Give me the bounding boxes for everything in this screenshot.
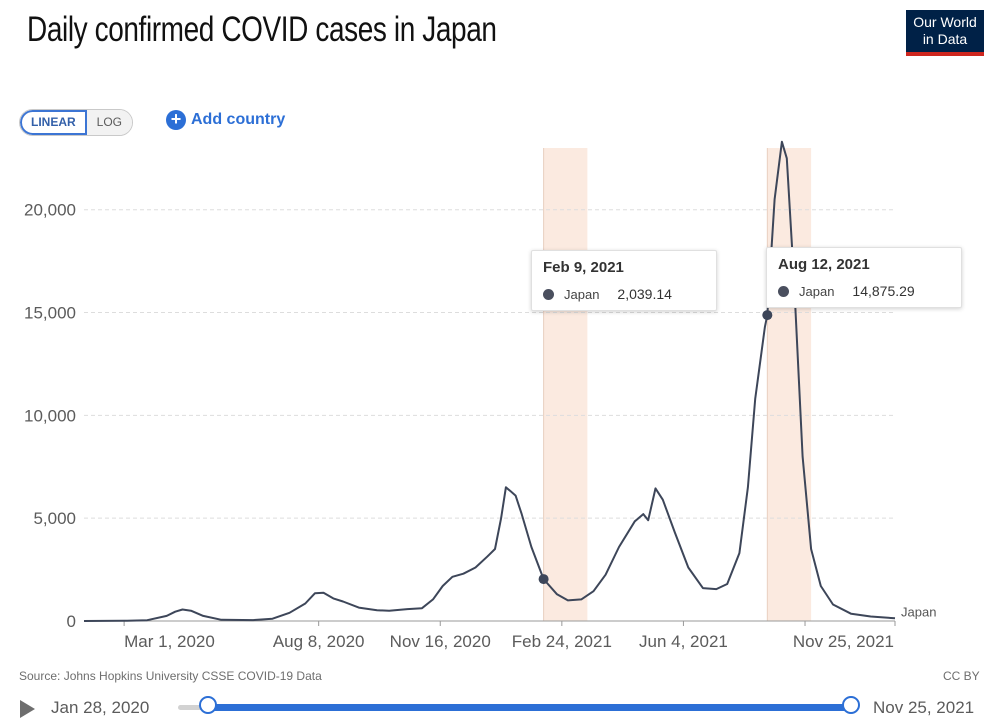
x-tick-label: Aug 8, 2020 (273, 632, 365, 651)
tooltip-series: Japan (799, 283, 835, 299)
x-tick-label: Nov 25, 2021 (793, 632, 894, 651)
add-country-button[interactable]: + Add country (166, 110, 285, 130)
tooltip-feb-9: Feb 9, 2021 Japan 2,039.14 (531, 250, 717, 311)
log-scale-button[interactable]: LOG (86, 110, 133, 135)
license-label[interactable]: CC BY (943, 669, 980, 683)
x-tick-label: Mar 1, 2020 (124, 632, 215, 651)
source-note[interactable]: Source: Johns Hopkins University CSSE CO… (19, 669, 322, 683)
timeline-end-handle[interactable] (842, 696, 860, 714)
add-country-label: Add country (191, 111, 286, 128)
timeline-selected-range[interactable] (208, 704, 851, 711)
timeline: Jan 28, 2020 Nov 25, 2021 (0, 690, 1000, 727)
plus-icon: + (166, 110, 186, 130)
logo-line-2: in Data (922, 31, 968, 47)
timeline-end-label: Nov 25, 2021 (873, 698, 975, 717)
hover-point-1 (762, 310, 773, 321)
series-dot-icon (778, 285, 789, 297)
line-chart[interactable]: 0 5,000 10,000 15,000 20,000 Mar 1, 2020 Aug 8… (0, 0, 1000, 665)
series-end-label: Japan (901, 604, 936, 619)
tooltip-date: Aug 12, 2021 (778, 256, 870, 273)
tooltip-date: Feb 9, 2021 (543, 259, 624, 276)
y-tick-label: 20,000 (24, 201, 76, 220)
x-tick-label: Jun 4, 2021 (639, 632, 728, 651)
hover-point-0 (538, 574, 549, 585)
scale-toggle: LINEAR LOG (19, 109, 134, 136)
owid-logo[interactable]: Our World in Data (906, 10, 984, 56)
highlight-band-1 (767, 148, 812, 621)
highlight-band-0 (543, 148, 588, 621)
play-icon[interactable] (20, 700, 35, 718)
timeline-start-label: Jan 28, 2020 (51, 698, 150, 717)
y-tick-label: 10,000 (24, 406, 76, 425)
tooltip-value: 14,875.29 (852, 283, 915, 299)
y-tick-label: 0 (67, 612, 76, 631)
series-dot-icon (543, 288, 554, 300)
tooltip-aug-12: Aug 12, 2021 Japan 14,875.29 (766, 247, 962, 308)
tooltip-series: Japan (564, 286, 600, 302)
timeline-start-handle[interactable] (199, 696, 217, 714)
x-tick-label: Nov 16, 2020 (390, 632, 491, 651)
x-tick-label: Feb 24, 2021 (512, 632, 612, 651)
chart-title: Daily confirmed COVID cases in Japan (27, 10, 497, 49)
y-tick-label: 5,000 (33, 509, 76, 528)
linear-scale-button[interactable]: LINEAR (20, 110, 87, 135)
y-tick-label: 15,000 (24, 304, 76, 323)
logo-line-1: Our World (913, 14, 977, 30)
tooltip-value: 2,039.14 (617, 286, 672, 302)
